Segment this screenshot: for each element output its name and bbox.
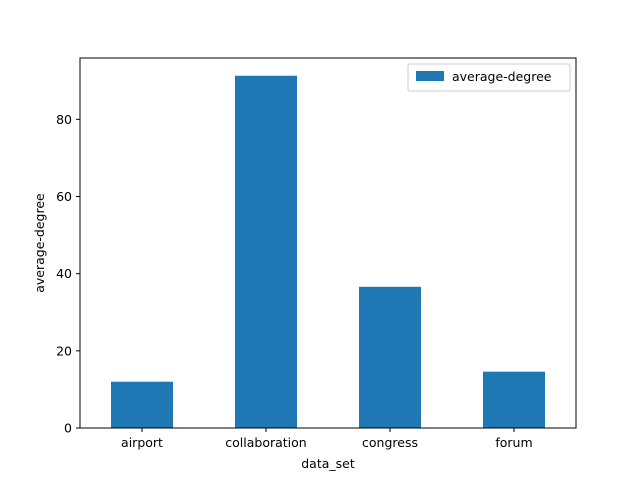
- legend-box: [407, 63, 571, 92]
- bar-collaboration: [235, 75, 297, 428]
- x-tick-label: collaboration: [225, 435, 306, 450]
- legend-swatch: [416, 71, 444, 81]
- x-tick-label: congress: [362, 435, 418, 450]
- legend-label: average-degree: [452, 69, 552, 84]
- legend: average-degree: [407, 63, 571, 92]
- y-tick-label: 60: [56, 189, 72, 204]
- y-axis-label: average-degree: [32, 193, 47, 293]
- x-axis-label: data_set: [301, 456, 355, 471]
- x-tick-label: airport: [121, 435, 163, 450]
- bar-airport: [111, 381, 173, 428]
- y-tick-label: 40: [56, 266, 72, 281]
- x-axis-ticks: airport collaboration congress forum: [121, 428, 533, 450]
- plot-frame: [79, 57, 577, 429]
- y-tick-label: 20: [56, 343, 72, 358]
- bars-group: [111, 75, 545, 428]
- y-tick-label: 0: [64, 421, 72, 436]
- bar-congress: [359, 286, 421, 428]
- bar-forum: [483, 371, 545, 428]
- y-axis-ticks: 0 20 40 60 80: [56, 112, 80, 436]
- x-tick-label: forum: [495, 435, 532, 450]
- y-tick-label: 80: [56, 112, 72, 127]
- plot-area: [80, 58, 576, 428]
